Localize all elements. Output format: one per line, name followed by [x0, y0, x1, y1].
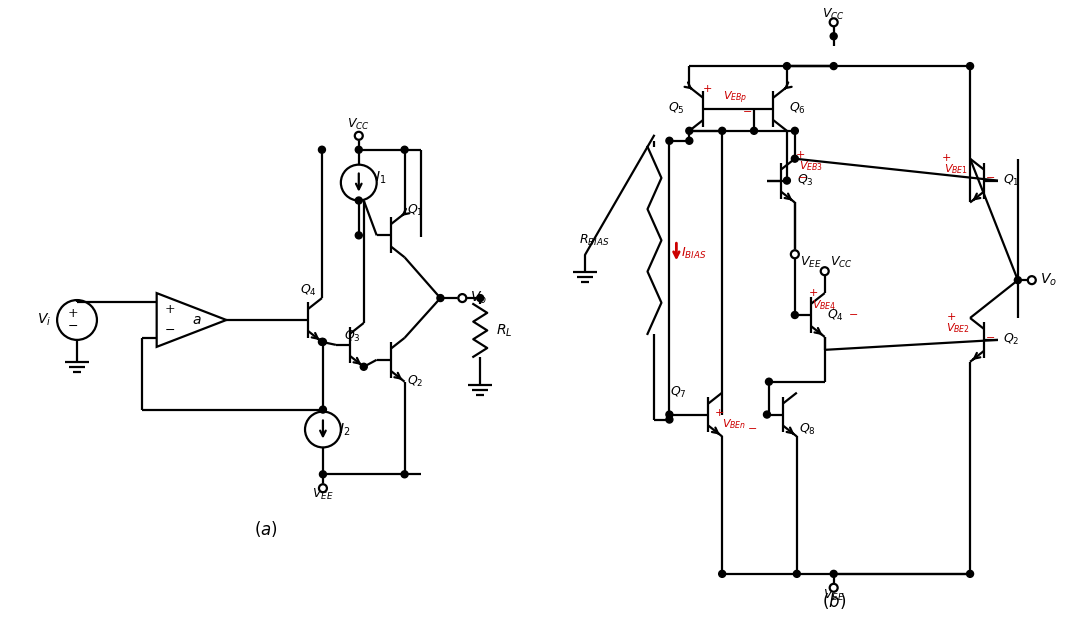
- Text: +: +: [796, 150, 806, 160]
- Circle shape: [355, 232, 363, 239]
- Text: $V_{CC}$: $V_{CC}$: [823, 7, 845, 22]
- Circle shape: [686, 137, 692, 144]
- Text: $R_L$: $R_L$: [496, 323, 513, 339]
- Text: +: +: [67, 307, 78, 319]
- Circle shape: [830, 33, 837, 40]
- Circle shape: [792, 155, 798, 162]
- Text: −: −: [67, 321, 78, 333]
- Circle shape: [783, 62, 791, 69]
- Circle shape: [320, 471, 326, 478]
- Circle shape: [320, 406, 326, 413]
- Circle shape: [355, 146, 363, 153]
- Circle shape: [792, 311, 798, 319]
- Circle shape: [355, 132, 363, 140]
- Circle shape: [829, 18, 838, 26]
- Circle shape: [686, 127, 692, 134]
- Text: $V_o$: $V_o$: [471, 290, 487, 306]
- Text: $Q_4$: $Q_4$: [300, 283, 317, 297]
- Circle shape: [750, 127, 758, 134]
- Circle shape: [319, 484, 327, 492]
- Circle shape: [666, 411, 673, 418]
- Circle shape: [764, 411, 770, 418]
- Text: −: −: [798, 173, 808, 183]
- Text: +: +: [947, 312, 956, 322]
- Text: $V_{CC}$: $V_{CC}$: [829, 255, 853, 270]
- Text: −: −: [987, 173, 996, 183]
- Text: $Q_1$: $Q_1$: [1003, 173, 1020, 188]
- Circle shape: [793, 570, 800, 577]
- Text: $V_{EBp}$: $V_{EBp}$: [723, 89, 747, 106]
- Text: $V_o$: $V_o$: [1040, 272, 1057, 289]
- Text: −: −: [987, 333, 996, 343]
- Text: $Q_7$: $Q_7$: [670, 385, 686, 400]
- Text: $Q_6$: $Q_6$: [789, 101, 806, 117]
- Circle shape: [821, 267, 828, 275]
- Text: $V_{BE4}$: $V_{BE4}$: [811, 298, 836, 312]
- Text: $V_i$: $V_i$: [37, 312, 51, 328]
- Circle shape: [719, 570, 725, 577]
- Text: $V_{EB3}$: $V_{EB3}$: [798, 159, 823, 173]
- Circle shape: [765, 378, 773, 385]
- Circle shape: [966, 570, 974, 577]
- Text: $V_{BE1}$: $V_{BE1}$: [944, 162, 968, 176]
- Circle shape: [966, 62, 974, 69]
- Text: $I_2$: $I_2$: [339, 421, 351, 438]
- Text: $a$: $a$: [192, 313, 201, 327]
- Text: $Q_2$: $Q_2$: [407, 374, 423, 389]
- Text: $V_{CC}$: $V_{CC}$: [348, 117, 370, 132]
- Text: $Q_3$: $Q_3$: [343, 329, 361, 345]
- Text: $V_{EE}$: $V_{EE}$: [823, 588, 844, 604]
- Circle shape: [719, 127, 725, 134]
- Text: +: +: [715, 408, 724, 418]
- Text: $V_{BEn}$: $V_{BEn}$: [722, 418, 746, 432]
- Circle shape: [830, 570, 837, 577]
- Text: +: +: [165, 302, 174, 316]
- Text: $Q_1$: $Q_1$: [407, 203, 423, 218]
- Circle shape: [437, 295, 444, 302]
- Text: $Q_5$: $Q_5$: [668, 101, 685, 117]
- Text: $Q_8$: $Q_8$: [799, 422, 815, 437]
- Circle shape: [1014, 277, 1022, 284]
- Circle shape: [666, 137, 673, 144]
- Circle shape: [361, 364, 367, 370]
- Text: $Q_3$: $Q_3$: [797, 173, 813, 188]
- Circle shape: [458, 294, 467, 302]
- Text: +: +: [703, 84, 712, 94]
- Circle shape: [319, 338, 325, 345]
- Text: $V_{BE2}$: $V_{BE2}$: [946, 321, 970, 335]
- Text: −: −: [743, 107, 752, 117]
- Circle shape: [320, 338, 326, 345]
- Circle shape: [319, 146, 325, 153]
- Circle shape: [666, 416, 673, 423]
- Circle shape: [1028, 276, 1036, 284]
- Text: $(b)$: $(b)$: [822, 591, 845, 610]
- Text: $V_{EE}$: $V_{EE}$: [800, 255, 822, 270]
- Circle shape: [355, 197, 363, 204]
- Text: −: −: [747, 425, 756, 435]
- Text: $V_{EE}$: $V_{EE}$: [312, 486, 334, 501]
- Circle shape: [477, 295, 484, 302]
- Text: $I_1$: $I_1$: [374, 169, 386, 186]
- Text: −: −: [849, 310, 858, 320]
- Text: +: +: [942, 152, 951, 163]
- Circle shape: [783, 177, 791, 184]
- Text: $I_{BIAS}$: $I_{BIAS}$: [682, 246, 707, 261]
- Text: $(a)$: $(a)$: [255, 519, 278, 539]
- Circle shape: [792, 127, 798, 134]
- Circle shape: [830, 62, 837, 69]
- Circle shape: [401, 471, 408, 478]
- Text: $R_{BIAS}$: $R_{BIAS}$: [579, 232, 610, 248]
- Circle shape: [791, 250, 799, 258]
- Circle shape: [829, 584, 838, 592]
- Circle shape: [401, 146, 408, 153]
- Text: +: +: [809, 288, 819, 298]
- Text: $Q_2$: $Q_2$: [1003, 333, 1020, 347]
- Text: $Q_4$: $Q_4$: [827, 307, 843, 323]
- Text: −: −: [165, 324, 174, 338]
